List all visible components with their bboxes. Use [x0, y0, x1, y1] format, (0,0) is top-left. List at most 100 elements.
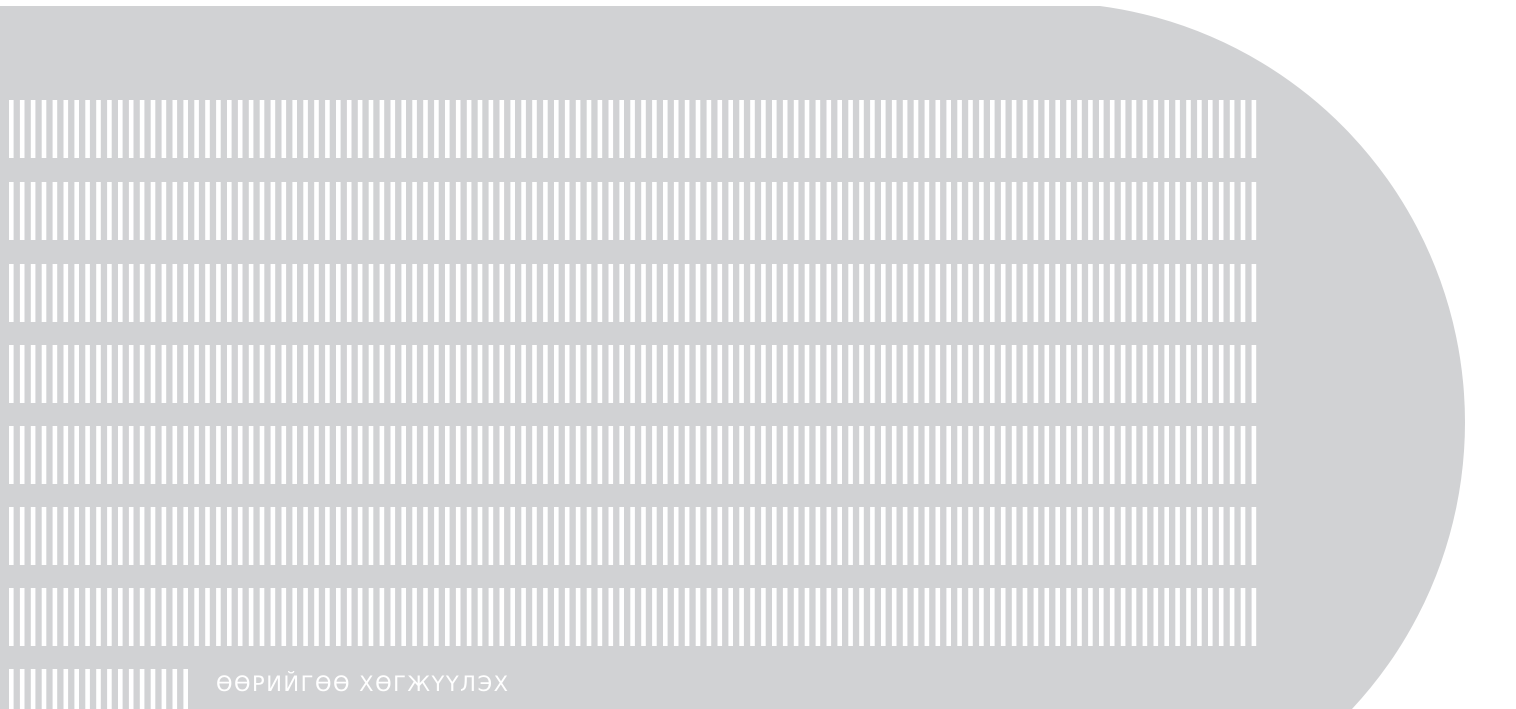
stripe-bar-row4: [532, 345, 537, 403]
stripe-bar-row4: [455, 345, 461, 403]
stripe-bar-row1: [466, 100, 472, 158]
stripe-bar-row2: [510, 182, 515, 240]
stripe-bar-row2: [161, 182, 167, 240]
stripe-bar-row2: [608, 182, 614, 240]
stripe-bar-row6: [695, 507, 701, 565]
stripe-bar-row2: [259, 182, 265, 240]
stripe-bar-row2: [303, 182, 308, 240]
stripe-bar-row6: [804, 507, 810, 565]
stripe-bar-row8: [19, 669, 25, 709]
stripe-bar-row6: [1218, 507, 1224, 565]
stripe-bar-row7: [499, 588, 505, 646]
stripe-bar-row2: [706, 182, 712, 240]
stripe-bar-row7: [445, 588, 450, 646]
stripe-bar-row5: [761, 426, 766, 484]
stripe-bar-row8: [139, 669, 145, 709]
stripe-bar-row7: [891, 588, 897, 646]
stripe-bar-row6: [521, 507, 526, 565]
stripe-bar-row4: [1011, 345, 1017, 403]
stripe-bar-row1: [488, 100, 494, 158]
stripe-bar-row5: [227, 426, 232, 484]
stripe-bar-row7: [1153, 588, 1159, 646]
stripe-bar-row3: [41, 264, 47, 322]
stripe-bar-row5: [368, 426, 374, 484]
stripe-bar-row4: [390, 345, 396, 403]
stripe-bar-row8: [74, 669, 79, 709]
stripe-bar-row2: [19, 182, 25, 240]
stripe-bar-row6: [74, 507, 79, 565]
stripe-bar-row6: [1175, 507, 1180, 565]
stripe-bar-row3: [1251, 264, 1257, 322]
stripe-bar-row5: [139, 426, 145, 484]
stripe-bar-row1: [957, 100, 962, 158]
stripe-bar-row5: [1033, 426, 1039, 484]
stripe-bar-row1: [30, 100, 36, 158]
stripe-bar-row3: [782, 264, 788, 322]
stripe-bar-row5: [902, 426, 908, 484]
stripe-bar-row1: [1197, 100, 1202, 158]
stripe-bar-row6: [346, 507, 352, 565]
stripe-bar-row3: [314, 264, 319, 322]
stripe-bar-row6: [946, 507, 951, 565]
stripe-bar-row4: [412, 345, 417, 403]
stripe-bar-row2: [423, 182, 428, 240]
stripe-bar-row1: [85, 100, 90, 158]
stripe-bar-row5: [30, 426, 36, 484]
stripe-bar-row2: [1022, 182, 1028, 240]
stripe-bar-row3: [128, 264, 134, 322]
stripe-bar-row4: [183, 345, 188, 403]
stripe-bar-row7: [488, 588, 494, 646]
stripe-bar-row5: [52, 426, 58, 484]
stripe-bar-row6: [248, 507, 254, 565]
stripe-bar-row7: [859, 588, 864, 646]
stripe-bar-row3: [772, 264, 777, 322]
stripe-bar-row8: [63, 669, 69, 709]
stripe-bar-row4: [597, 345, 603, 403]
stripe-bar-row1: [782, 100, 788, 158]
stripe-bar-row7: [412, 588, 417, 646]
stripe-bar-row2: [499, 182, 505, 240]
stripe-bar-row7: [902, 588, 908, 646]
stripe-bar-row2: [1000, 182, 1006, 240]
stripe-bar-row4: [1142, 345, 1148, 403]
stripe-bar-row4: [979, 345, 984, 403]
stripe-bar-row5: [924, 426, 930, 484]
stripe-bar-row5: [1088, 426, 1093, 484]
stripe-bar-row7: [924, 588, 930, 646]
stripe-bar-row4: [1164, 345, 1169, 403]
stripe-bar-row5: [1120, 426, 1126, 484]
stripe-bar-row6: [870, 507, 875, 565]
stripe-bar-row6: [663, 507, 668, 565]
stripe-bar-row3: [346, 264, 352, 322]
stripe-bar-row4: [216, 345, 221, 403]
stripe-bar-row3: [543, 264, 548, 322]
stripe-bar-row7: [543, 588, 548, 646]
stripe-bar-row5: [837, 426, 842, 484]
stripe-bar-row4: [968, 345, 973, 403]
stripe-bar-row6: [41, 507, 47, 565]
stripe-bar-row1: [772, 100, 777, 158]
stripe-bar-row4: [401, 345, 406, 403]
stripe-bar-row7: [423, 588, 428, 646]
stripe-bar-row1: [1109, 100, 1115, 158]
stripe-bar-row1: [891, 100, 897, 158]
stripe-bar-row3: [913, 264, 919, 322]
stripe-bar-row8: [183, 669, 188, 709]
stripe-bar-row6: [172, 507, 178, 565]
stripe-bar-row7: [848, 588, 853, 646]
stripe-bar-row6: [543, 507, 548, 565]
stripe-bar-row6: [107, 507, 112, 565]
stripe-bar-row5: [739, 426, 744, 484]
stripe-bar-row2: [292, 182, 297, 240]
stripe-bar-row2: [1164, 182, 1169, 240]
stripe-bar-row2: [30, 182, 36, 240]
stripe-bar-row6: [30, 507, 36, 565]
stripe-bar-row1: [717, 100, 723, 158]
stripe-bar-row7: [793, 588, 799, 646]
stripe-bar-row5: [532, 426, 537, 484]
stripe-bar-row2: [1120, 182, 1126, 240]
stripe-bar-row6: [684, 507, 690, 565]
stripe-bar-row7: [1164, 588, 1169, 646]
stripe-bar-row7: [532, 588, 537, 646]
stripe-bar-row1: [652, 100, 657, 158]
